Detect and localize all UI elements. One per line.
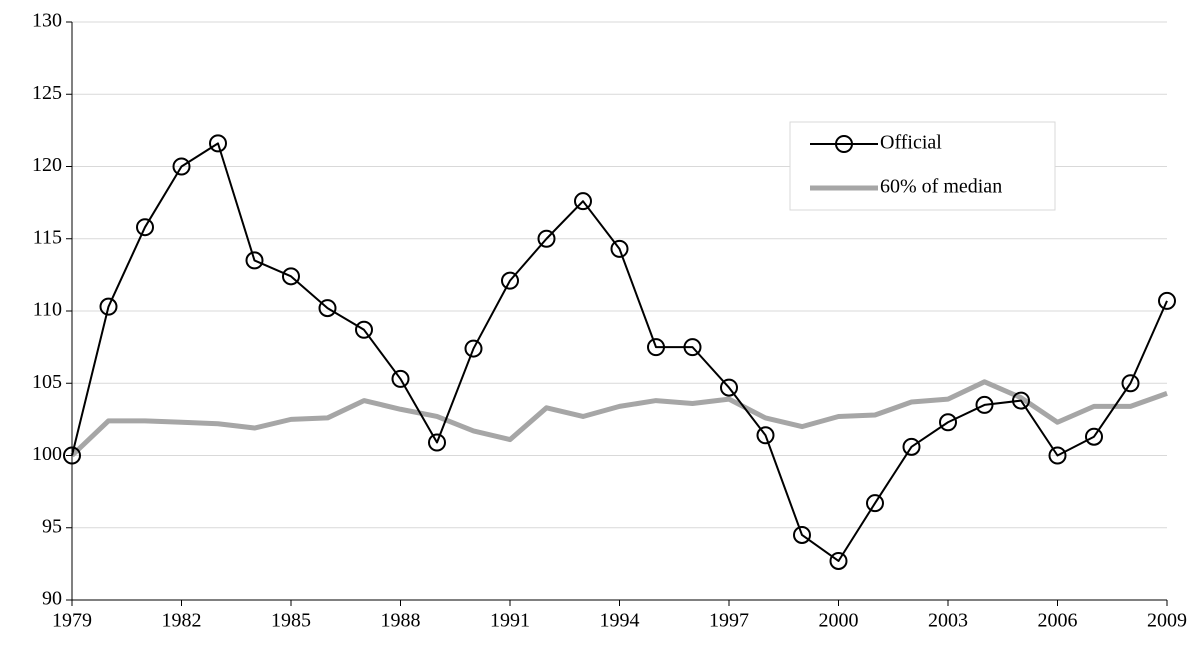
y-tick-label: 95 xyxy=(42,515,62,537)
point xyxy=(355,320,373,339)
point xyxy=(1158,291,1176,310)
y-tick-label: 120 xyxy=(32,154,62,176)
y-tick-label: 90 xyxy=(42,588,62,610)
point xyxy=(683,338,702,357)
x-tick-label: 1991 xyxy=(490,610,530,632)
x-tick-label: 1982 xyxy=(162,610,202,632)
point xyxy=(209,134,227,153)
point xyxy=(793,525,811,544)
point xyxy=(975,395,994,414)
x-tick-label: 2003 xyxy=(928,610,968,632)
legend-box xyxy=(789,121,1056,211)
legend-marker xyxy=(835,135,853,153)
y-tick-label: 115 xyxy=(33,226,62,248)
legend-label: Official xyxy=(880,132,942,154)
x-tick-label: 2000 xyxy=(819,610,859,632)
y-tick-label: 105 xyxy=(32,371,62,393)
point xyxy=(428,433,446,452)
point xyxy=(939,413,957,432)
legend-label: 60% of median xyxy=(880,176,1002,198)
x-tick-label: 1985 xyxy=(271,610,311,632)
series-line xyxy=(70,379,1168,458)
point xyxy=(282,267,300,286)
point xyxy=(391,369,410,388)
point xyxy=(610,239,629,258)
x-tick-label: 1997 xyxy=(709,610,749,632)
series-line xyxy=(71,142,1168,562)
point xyxy=(1085,427,1103,446)
point xyxy=(537,229,556,248)
point xyxy=(501,271,519,290)
point xyxy=(99,297,118,316)
point xyxy=(756,426,775,445)
y-tick-label: 100 xyxy=(32,443,62,465)
y-tick-label: 130 xyxy=(32,10,62,32)
x-tick-label: 1979 xyxy=(52,610,92,632)
point xyxy=(720,378,738,397)
legend: Official 60% of median xyxy=(789,121,1056,211)
point xyxy=(1048,446,1067,465)
point xyxy=(829,551,848,570)
point xyxy=(172,157,191,176)
point xyxy=(574,192,592,211)
y-tick-label: 110 xyxy=(33,299,62,321)
point xyxy=(63,446,81,465)
point xyxy=(866,494,884,513)
x-tick-label: 1994 xyxy=(600,610,640,632)
point xyxy=(464,339,483,358)
point xyxy=(318,299,337,318)
point xyxy=(136,218,154,237)
point xyxy=(902,437,921,456)
point xyxy=(1121,374,1140,393)
y-tick-label: 125 xyxy=(32,82,62,104)
x-tick-label: 2006 xyxy=(1038,610,1078,632)
x-tick-label: 2009 xyxy=(1147,610,1187,632)
point xyxy=(245,251,264,270)
x-tick-label: 1988 xyxy=(381,610,421,632)
point xyxy=(1012,391,1030,410)
point xyxy=(647,338,665,357)
